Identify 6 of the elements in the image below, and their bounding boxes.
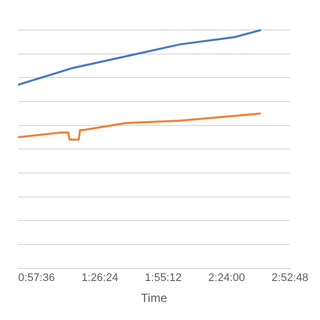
x-axis-title: Time	[140, 291, 168, 306]
x-tick-label: 0:57:36	[18, 272, 55, 284]
x-tick-label: 2:52:48	[272, 272, 308, 284]
x-tick-label: 1:26:24	[82, 272, 118, 284]
x-tick-label: 2:24:00	[208, 272, 245, 284]
x-tick-label: 1:55:12	[144, 272, 182, 284]
